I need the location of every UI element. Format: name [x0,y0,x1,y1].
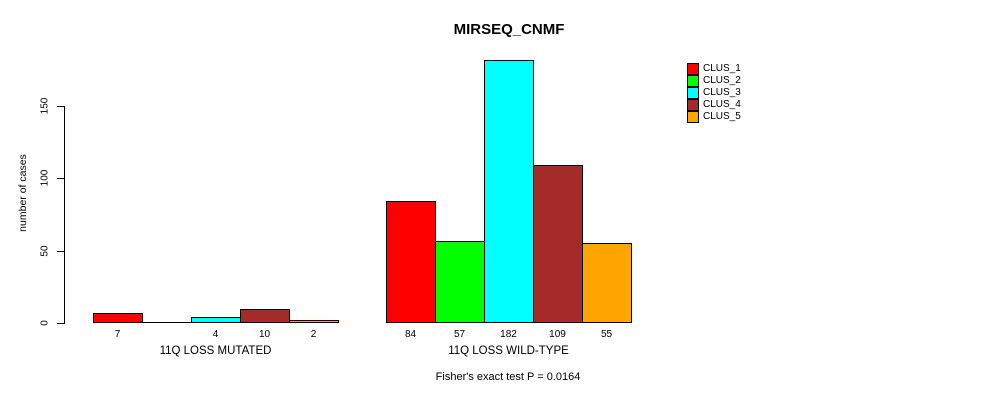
y-axis-tick [57,106,65,107]
bar-clus-2-group1 [142,322,192,323]
bar-value-label: 55 [600,329,613,340]
x-group-label: 11Q LOSS MUTATED [159,345,272,357]
y-axis-tick [57,323,65,324]
legend-label: CLUS_3 [703,87,741,98]
y-axis-title: number of cases [17,154,29,232]
y-axis-tick-label: 0 [39,320,51,326]
bar-value-label: 57 [453,329,466,340]
bar-clus-5-group1 [289,320,339,323]
bar-value-label: 4 [212,329,219,340]
bar-clus-3-group1 [191,317,241,323]
bar-value-label: 84 [404,329,417,340]
bar-clus-2-group2 [435,241,485,323]
legend-item: CLUS_3 [687,87,741,99]
bar-value-label: 10 [258,329,271,340]
bar-clus-4-group2 [533,165,583,323]
bar-value-label: 109 [549,329,566,340]
x-group-label: 11Q LOSS WILD-TYPE [448,345,569,357]
legend-swatch-clus-5 [687,111,699,123]
y-axis-tick-label: 50 [39,245,51,257]
legend-item: CLUS_1 [687,63,741,75]
legend-swatch-clus-1 [687,63,699,75]
y-axis-tick [57,251,65,252]
legend-item: CLUS_5 [687,111,741,123]
y-axis-tick-label: 150 [39,97,51,115]
chart-title: MIRSEQ_CNMF [453,21,565,38]
bar-clus-1-group1 [93,313,143,323]
bar-value-label: 182 [500,329,517,340]
bar-clus-1-group2 [386,201,436,323]
footnote: Fisher's exact test P = 0.0164 [435,371,581,383]
legend-swatch-clus-4 [687,99,699,111]
y-axis-tick [57,178,65,179]
legend-label: CLUS_1 [703,63,741,74]
bar-value-label: 7 [114,329,121,340]
y-axis-tick-label: 100 [39,169,51,187]
legend-swatch-clus-2 [687,75,699,87]
legend-label: CLUS_5 [703,111,741,122]
legend-swatch-clus-3 [687,87,699,99]
bar-clus-5-group2 [582,243,632,323]
legend-label: CLUS_2 [703,75,741,86]
y-axis-line [64,106,65,324]
legend-label: CLUS_4 [703,99,741,110]
bar-value-label: 2 [310,329,317,340]
legend-item: CLUS_4 [687,99,741,111]
legend-item: CLUS_2 [687,75,741,87]
bar-clus-4-group1 [240,309,290,323]
bar-clus-3-group2 [484,60,534,323]
legend: CLUS_1 CLUS_2 CLUS_3 CLUS_4 CLUS_5 [687,63,741,123]
